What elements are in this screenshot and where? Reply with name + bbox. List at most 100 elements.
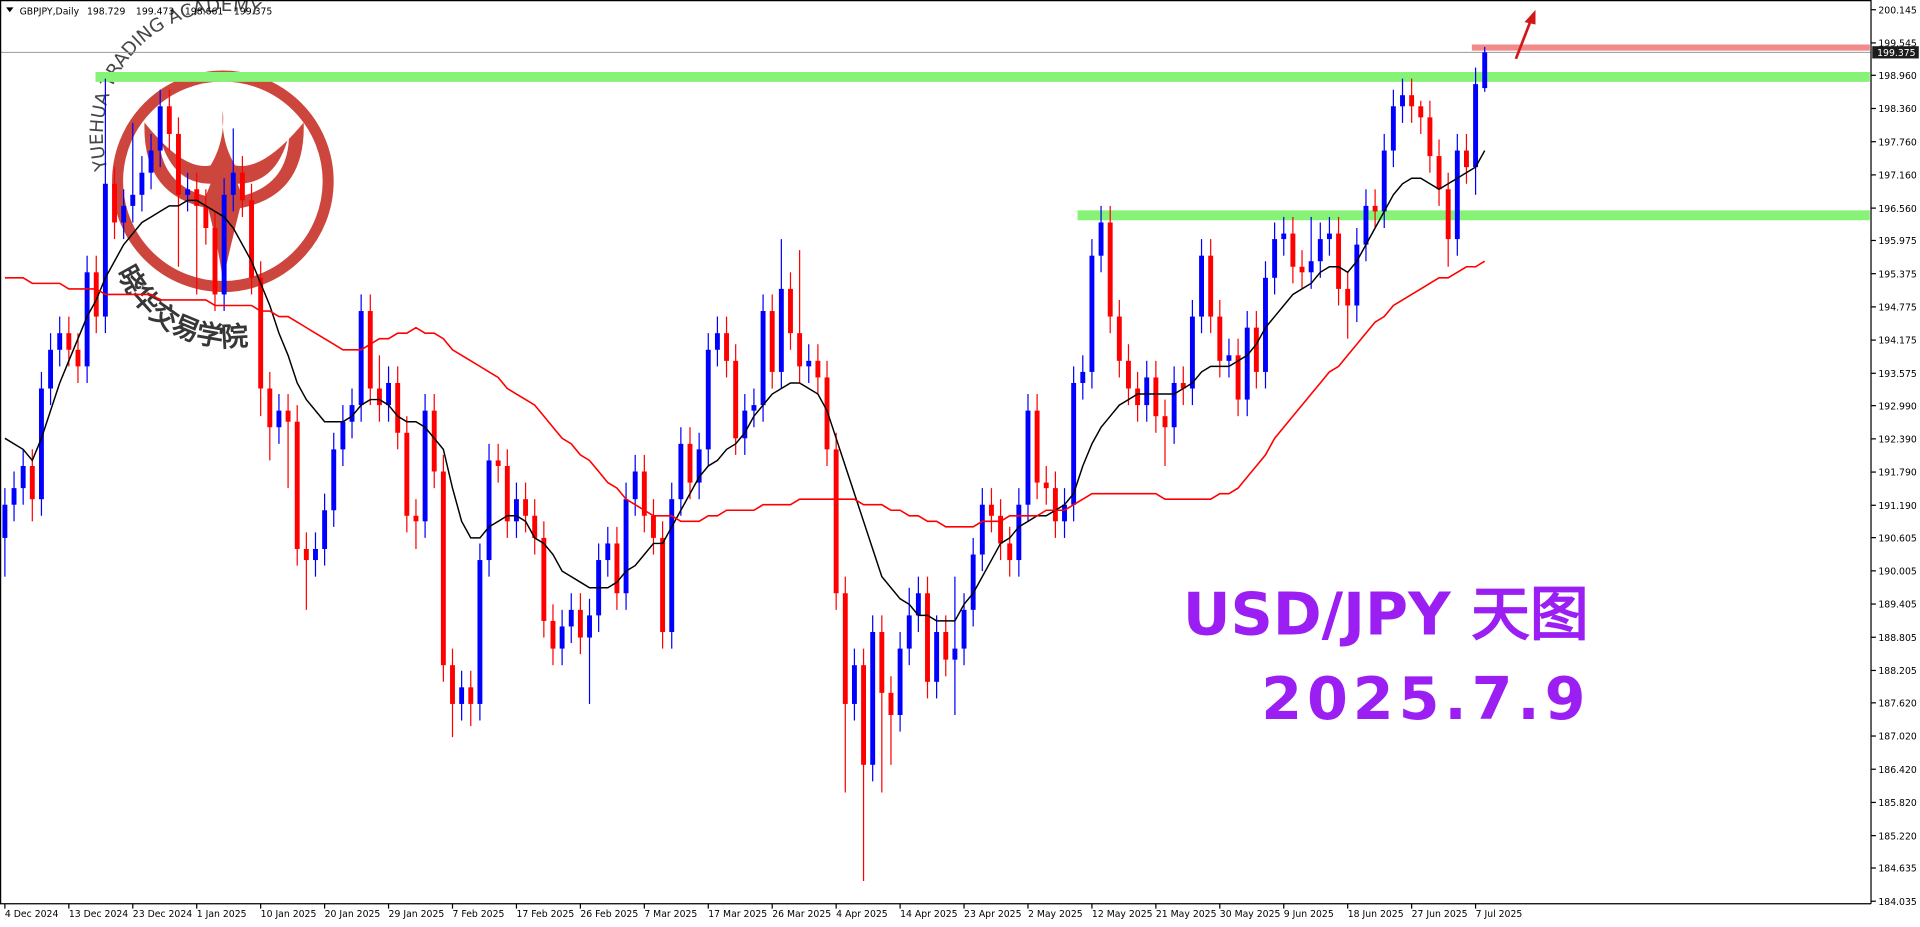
candle-body xyxy=(861,665,867,765)
candle-body xyxy=(1317,239,1323,262)
candle-body xyxy=(577,609,583,638)
candle-body xyxy=(148,150,154,173)
y-tick-label: 185.220 xyxy=(1878,831,1917,842)
y-tick-label: 190.605 xyxy=(1878,533,1917,544)
candle-body xyxy=(1135,388,1141,406)
y-tick-label: 189.405 xyxy=(1878,600,1917,611)
y-tick-label: 184.035 xyxy=(1878,897,1917,908)
candle-body xyxy=(833,449,839,594)
ohlc-low: 198.661 xyxy=(185,7,224,18)
candle-body xyxy=(413,515,419,522)
candle-body xyxy=(212,228,218,295)
y-tick-label: 184.635 xyxy=(1878,864,1917,875)
candle-body xyxy=(669,499,675,632)
candle-body xyxy=(1007,543,1013,561)
candle-body xyxy=(404,432,410,516)
y-tick-label: 192.990 xyxy=(1878,401,1917,412)
y-tick-label: 195.375 xyxy=(1878,269,1917,280)
x-tick-label: 7 Feb 2025 xyxy=(452,909,504,920)
candle-body xyxy=(1080,371,1086,383)
candle-body xyxy=(979,504,985,555)
candle-body xyxy=(66,333,72,350)
x-tick-label: 2 May 2025 xyxy=(1028,909,1083,920)
candle-body xyxy=(714,333,720,350)
candle-body xyxy=(842,593,848,704)
candle-body xyxy=(1235,355,1241,400)
candle-body xyxy=(386,382,392,406)
candle-body xyxy=(705,349,711,450)
y-tick-label: 200.145 xyxy=(1878,5,1917,16)
y-tick-label: 187.020 xyxy=(1878,732,1917,743)
candle-body xyxy=(93,272,99,317)
x-tick-label: 7 Mar 2025 xyxy=(644,909,697,920)
candle-body xyxy=(1464,150,1469,168)
candle-body xyxy=(75,349,81,367)
y-tick-label: 199.545 xyxy=(1878,39,1917,50)
arrow xyxy=(1514,9,1536,60)
candle-body xyxy=(788,288,793,334)
candle-body xyxy=(998,515,1004,544)
candle-body xyxy=(1445,189,1451,240)
candle-body xyxy=(1189,316,1195,389)
candle-body xyxy=(29,465,35,500)
candle-body xyxy=(495,460,501,466)
candle-body xyxy=(870,631,876,765)
candle-body xyxy=(696,449,702,483)
candle-body xyxy=(532,515,538,538)
candle-body xyxy=(1052,488,1058,522)
candle-body xyxy=(1372,205,1378,212)
x-tick-label: 17 Mar 2025 xyxy=(708,909,767,920)
candle-body xyxy=(395,382,401,433)
y-tick-label: 198.960 xyxy=(1878,71,1917,82)
candle-body xyxy=(1272,239,1278,278)
candle-body xyxy=(285,410,291,422)
candle-body xyxy=(102,183,108,317)
candle-body xyxy=(1290,233,1296,267)
candle-body xyxy=(422,410,428,522)
candle-body xyxy=(176,133,181,195)
candle-body xyxy=(267,388,273,428)
candle-body xyxy=(367,311,373,389)
candle-body xyxy=(1436,156,1442,190)
candle-body xyxy=(57,333,63,350)
candle-body xyxy=(20,465,26,489)
candle-body xyxy=(824,377,830,450)
candle-body xyxy=(660,537,666,632)
candle-body xyxy=(431,410,437,472)
price-label: 199.375 xyxy=(1877,48,1916,59)
candle-body xyxy=(358,311,364,406)
candle-body xyxy=(1116,316,1122,361)
candle-body xyxy=(568,609,574,627)
candle-body xyxy=(276,410,282,428)
candle-body xyxy=(970,554,976,610)
candle-body xyxy=(1217,316,1223,361)
candle-body xyxy=(797,333,803,367)
candle-body xyxy=(322,510,328,549)
candle-body xyxy=(468,687,474,704)
price-label-bg xyxy=(1872,46,1919,59)
x-tick-label: 26 Feb 2025 xyxy=(580,909,638,920)
candle-body xyxy=(258,277,264,389)
candle-body xyxy=(687,443,693,483)
x-tick-label: 29 Jan 2025 xyxy=(389,909,445,920)
candle-body xyxy=(349,405,355,422)
candle-body xyxy=(1226,355,1232,361)
candle-body xyxy=(1454,150,1460,240)
y-tick-label: 190.005 xyxy=(1878,567,1917,578)
x-tick-label: 1 Jan 2025 xyxy=(197,909,247,920)
candle-body xyxy=(1336,233,1342,289)
candle-body xyxy=(605,543,611,561)
candle-body xyxy=(1144,377,1150,406)
candle-body xyxy=(751,405,757,411)
candle-body xyxy=(815,360,821,378)
candle-body xyxy=(1363,205,1369,245)
candle-body xyxy=(879,631,885,693)
candle-body xyxy=(477,560,483,704)
candle-body xyxy=(1162,416,1168,428)
candle-body xyxy=(1253,327,1259,372)
candle-body xyxy=(459,687,465,704)
candle-body xyxy=(1171,382,1177,428)
y-tick-label: 193.575 xyxy=(1878,369,1917,380)
candle-body xyxy=(1025,410,1031,505)
